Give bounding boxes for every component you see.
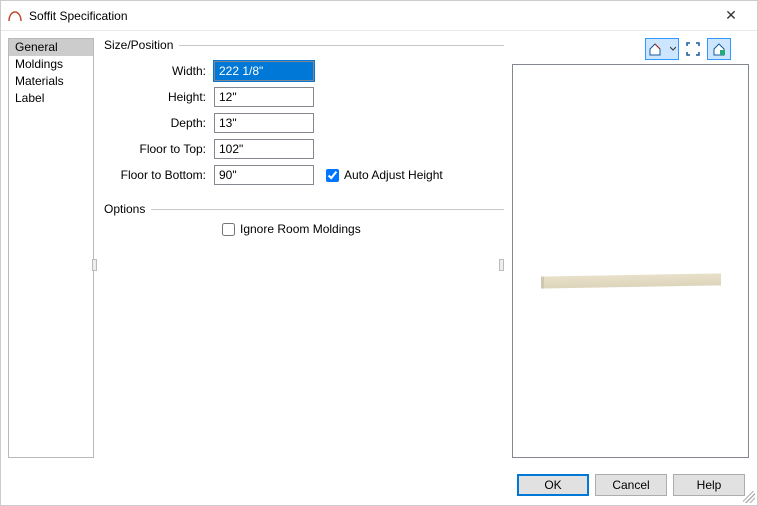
preview-colorfill-button[interactable]: [707, 38, 731, 60]
floor-to-bottom-label: Floor to Bottom:: [114, 168, 214, 182]
chevron-down-icon: [670, 46, 676, 52]
house-icon: [648, 42, 662, 56]
color-toggle-icon: [712, 42, 726, 56]
depth-label: Depth:: [114, 116, 214, 130]
size-position-group: Size/Position Width: Height: Depth: Floo…: [104, 38, 504, 188]
auto-adjust-height-label: Auto Adjust Height: [344, 168, 443, 182]
size-position-legend: Size/Position: [104, 38, 179, 52]
ignore-room-moldings-label: Ignore Room Moldings: [240, 222, 361, 236]
content-area: General Moldings Materials Label Size/Po…: [1, 31, 757, 465]
sidebar-item-label[interactable]: Label: [9, 90, 93, 107]
options-legend: Options: [104, 202, 151, 216]
sidebar-item-moldings[interactable]: Moldings: [9, 56, 93, 73]
width-label: Width:: [114, 64, 214, 78]
dialog-footer: OK Cancel Help: [1, 465, 757, 505]
preview-viewport[interactable]: [512, 64, 749, 458]
main-panel: Size/Position Width: Height: Depth: Floo…: [94, 31, 510, 465]
ignore-room-moldings-checkbox[interactable]: [222, 223, 235, 236]
close-button[interactable]: ✕: [711, 7, 751, 24]
preview-toolbar: [512, 38, 749, 60]
width-input[interactable]: [214, 61, 314, 81]
floor-to-top-input[interactable]: [214, 139, 314, 159]
soffit-preview-shape: [541, 273, 721, 288]
expand-icon: [686, 42, 700, 56]
resize-grip[interactable]: [743, 491, 755, 503]
auto-adjust-height-checkbox[interactable]: [326, 169, 339, 182]
help-button[interactable]: Help: [673, 474, 745, 496]
height-input[interactable]: [214, 87, 314, 107]
sidebar-item-general[interactable]: General: [9, 39, 93, 56]
preview-column: [510, 31, 757, 465]
floor-to-top-label: Floor to Top:: [114, 142, 214, 156]
sidebar-item-materials[interactable]: Materials: [9, 73, 93, 90]
category-sidebar: General Moldings Materials Label: [8, 38, 94, 458]
depth-input[interactable]: [214, 113, 314, 133]
floor-to-bottom-input[interactable]: [214, 165, 314, 185]
options-group: Options Ignore Room Moldings: [104, 202, 504, 242]
window-title: Soffit Specification: [29, 9, 711, 23]
app-arch-icon: [7, 8, 23, 24]
cancel-button[interactable]: Cancel: [595, 474, 667, 496]
ok-button[interactable]: OK: [517, 474, 589, 496]
titlebar: Soffit Specification ✕: [1, 1, 757, 31]
height-label: Height:: [114, 90, 214, 104]
preview-fit-button[interactable]: [681, 38, 705, 60]
preview-view-mode-button[interactable]: [645, 38, 679, 60]
